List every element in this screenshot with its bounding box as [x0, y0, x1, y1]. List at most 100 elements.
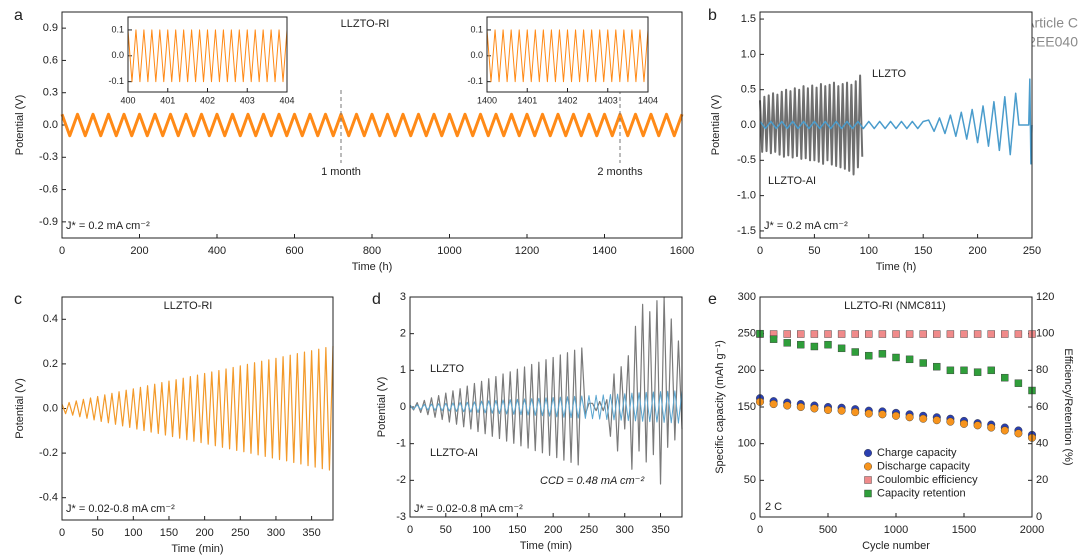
- x-axis-label: Time (min): [520, 540, 572, 552]
- data-point: [919, 359, 927, 367]
- plot-frame: [61, 296, 334, 521]
- y-tick-label: 0.3: [43, 87, 58, 99]
- x-tick-label: 1000: [884, 524, 908, 536]
- x-tick-label: 300: [267, 527, 285, 539]
- plot-frame: [409, 296, 683, 518]
- data-point: [783, 401, 792, 410]
- data-line: [409, 296, 683, 485]
- x-tick-label: 0: [59, 245, 65, 257]
- y-tick-label: 0.9: [43, 22, 58, 34]
- y-tick-label: 2: [400, 328, 406, 340]
- x-tick-label: 400: [120, 95, 135, 105]
- x-tick-label: 200: [195, 527, 213, 539]
- y-tick-label: -0.9: [39, 216, 58, 228]
- x-tick-label: 250: [580, 524, 598, 536]
- annotation: CCD = 0.48 mA cm⁻²: [540, 475, 644, 487]
- data-point: [824, 340, 832, 349]
- annotation: LLZTO-RI (NMC811): [844, 300, 946, 312]
- data-point: [837, 406, 846, 415]
- x-tick-label: 50: [92, 527, 104, 539]
- y-tick-label: -1.5: [737, 225, 756, 237]
- x-axis-label: Time (h): [352, 261, 393, 273]
- data-point: [810, 330, 819, 338]
- y-axis-label: Potential (V): [710, 95, 722, 156]
- x-tick-label: 150: [160, 527, 178, 539]
- data-point: [905, 413, 914, 422]
- y-tick-label: 250: [738, 328, 756, 340]
- x-tick-label: 250: [1023, 245, 1041, 257]
- data-point: [824, 330, 832, 338]
- data-point: [987, 366, 995, 375]
- y-axis-label: Potential (V): [376, 377, 388, 438]
- x-tick-label: 200: [130, 245, 148, 257]
- x-tick-label: 150: [914, 245, 932, 257]
- data-point: [851, 408, 860, 417]
- legend-marker: [864, 476, 872, 484]
- legend-label: Discharge capacity: [877, 460, 970, 472]
- annotation: 1 month: [321, 166, 361, 178]
- data-point: [905, 355, 914, 364]
- y2-tick-label: 40: [1036, 438, 1048, 450]
- data-point: [1000, 426, 1009, 435]
- x-tick-label: 1400: [592, 245, 616, 257]
- data-line: [61, 346, 334, 471]
- y2-tick-label: 60: [1036, 401, 1048, 413]
- x-tick-label: 1401: [517, 95, 537, 105]
- x-tick-label: 403: [240, 95, 255, 105]
- y-axis-label: Specific capacity (mAh g⁻¹): [714, 340, 726, 474]
- data-point: [905, 330, 914, 338]
- legend-marker: [864, 462, 873, 471]
- panel: 0 50 100 150 200 250 300 350 0.4 0.2 0.0 -0.2 -0.4 c T…: [14, 291, 334, 555]
- y2-tick-label: 20: [1036, 474, 1048, 486]
- x-tick-label: 1403: [598, 95, 618, 105]
- data-line: [127, 29, 288, 83]
- data-point: [797, 340, 805, 349]
- legend-label: Coulombic efficiency: [877, 474, 978, 486]
- data-point: [987, 423, 996, 432]
- x-tick-label: 1000: [437, 245, 461, 257]
- panel-label: b: [708, 7, 717, 24]
- data-point: [973, 330, 982, 338]
- data-point: [933, 330, 941, 338]
- y-tick-label: 0.5: [741, 84, 756, 96]
- y-tick-label: 0: [400, 401, 406, 413]
- y2-axis-label: Efficiency/Retention (%): [1062, 348, 1074, 465]
- x-tick-label: 402: [200, 95, 215, 105]
- y-tick-label: 50: [744, 474, 756, 486]
- annotation: 2 C: [765, 501, 782, 513]
- data-point: [960, 366, 968, 375]
- x-tick-label: 50: [440, 524, 452, 536]
- data-point: [837, 344, 846, 353]
- x-tick-label: 600: [285, 245, 303, 257]
- y-tick-label: -1.0: [737, 190, 756, 202]
- data-point: [851, 330, 859, 338]
- legend-marker: [864, 449, 873, 458]
- legend-label: Charge capacity: [877, 447, 957, 459]
- data-point: [1014, 379, 1023, 387]
- plot-frame: [759, 296, 1033, 518]
- data-point: [837, 330, 846, 338]
- legend-marker: [864, 489, 872, 498]
- panel-label: e: [708, 291, 717, 308]
- y-tick-label: -0.1: [467, 76, 483, 86]
- data-point: [878, 350, 887, 358]
- y-tick-label: -1: [396, 438, 406, 450]
- x-axis-label: Time (h): [876, 261, 917, 273]
- plot-frame: [759, 11, 1033, 239]
- x-tick-label: 404: [279, 95, 294, 105]
- y-tick-label: -3: [396, 511, 406, 523]
- y-tick-label: -0.2: [39, 447, 58, 459]
- panel: 0 500 1000 1500 2000050100150200250300020406…: [708, 291, 1074, 552]
- y-tick-label: -2: [396, 474, 406, 486]
- y-tick-label: 0.0: [111, 50, 124, 60]
- data-point: [892, 411, 901, 420]
- y-tick-label: 0.1: [470, 24, 483, 34]
- y-axis-label: Potential (V): [14, 378, 26, 439]
- x-tick-label: 100: [860, 245, 878, 257]
- annotation: J* = 0.2 mA cm⁻²: [66, 220, 150, 232]
- x-tick-label: 100: [472, 524, 490, 536]
- annotation: LLZTO-AI: [430, 447, 478, 459]
- data-point: [933, 362, 941, 371]
- panel-label: a: [14, 7, 23, 24]
- panel: 0 50 100 150 200 250 1.5 1.0 0.5 0.0 -0.5 -1.0 -1.5 b…: [708, 7, 1041, 273]
